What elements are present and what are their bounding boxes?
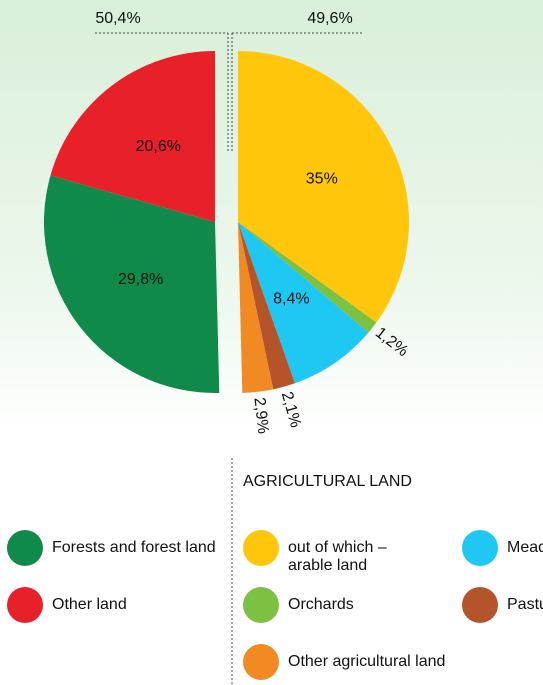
group-title: AGRICULTURAL LAND <box>243 473 412 490</box>
slice-label: 20,6% <box>136 138 181 155</box>
legend-label: Meadows <box>507 539 543 556</box>
slice-label: 1,2% <box>372 324 411 360</box>
legend-swatch <box>462 587 498 623</box>
slice-label: 29,8% <box>118 271 163 288</box>
legend-swatch <box>243 644 279 680</box>
pie-slice <box>238 222 377 333</box>
slice-label: 35% <box>306 171 338 188</box>
legend-label: Forests and forest land <box>52 539 216 556</box>
legend-label: out of which –arable land <box>288 539 387 574</box>
slice-label: 2,1% <box>278 390 304 430</box>
legend-label: Other agricultural land <box>288 653 446 670</box>
slice-label: 8,4% <box>273 291 309 308</box>
pie-slice <box>238 222 295 390</box>
legend-swatch <box>243 530 279 566</box>
legend-swatch <box>243 587 279 623</box>
pie-slice <box>44 175 220 393</box>
pie-slice <box>238 51 409 323</box>
legend-label: Pastures <box>507 596 543 613</box>
legend-swatch <box>7 587 43 623</box>
pie-slice <box>50 51 215 222</box>
group-bracket <box>231 32 362 152</box>
slice-label: 2,9% <box>250 397 271 435</box>
legend-label: Other land <box>52 596 127 613</box>
pie-slice <box>238 222 274 393</box>
legend-label: Orchards <box>288 596 354 613</box>
pie-slice <box>238 222 369 384</box>
group-total: 50,4% <box>95 10 140 27</box>
legend-swatch <box>7 530 43 566</box>
group-total: 49,6% <box>307 10 352 27</box>
legend-swatch <box>462 530 498 566</box>
